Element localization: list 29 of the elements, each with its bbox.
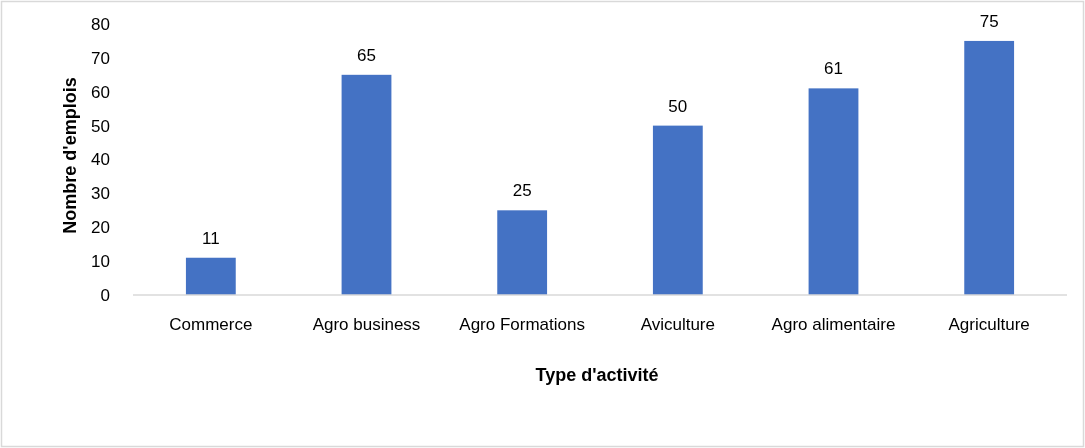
- x-tick-label: Agro business: [312, 315, 421, 334]
- bar: [341, 74, 392, 295]
- data-label: 75: [979, 11, 999, 31]
- x-tick-label: Agro alimentaire: [771, 315, 896, 334]
- y-axis-title: Nombre d'emplois: [60, 77, 80, 234]
- y-tick-label: 30: [91, 184, 110, 204]
- data-label: 61: [824, 59, 843, 79]
- x-tick-label: Agriculture: [948, 315, 1030, 334]
- data-label: 11: [202, 228, 220, 248]
- x-tick-label: Commerce: [169, 315, 253, 334]
- data-label: 50: [668, 96, 688, 116]
- bar: [185, 257, 236, 295]
- y-tick-label: 40: [91, 150, 110, 170]
- data-label: 25: [512, 181, 532, 201]
- x-axis-title: Type d'activité: [535, 365, 659, 385]
- bar: [964, 40, 1015, 295]
- y-tick-label: 80: [91, 14, 110, 34]
- data-label: 65: [357, 45, 376, 65]
- bar: [652, 125, 703, 295]
- y-tick-label: 50: [91, 116, 110, 136]
- y-tick-label: 10: [91, 252, 110, 272]
- y-tick-label: 70: [91, 48, 110, 68]
- y-tick-label: 60: [91, 82, 110, 102]
- bar: [497, 210, 548, 295]
- y-tick-label: 20: [91, 218, 110, 238]
- bar: [808, 88, 859, 295]
- x-tick-label: Aviculture: [640, 315, 716, 334]
- y-tick-label: 0: [100, 285, 110, 305]
- x-tick-label: Agro Formations: [459, 315, 585, 334]
